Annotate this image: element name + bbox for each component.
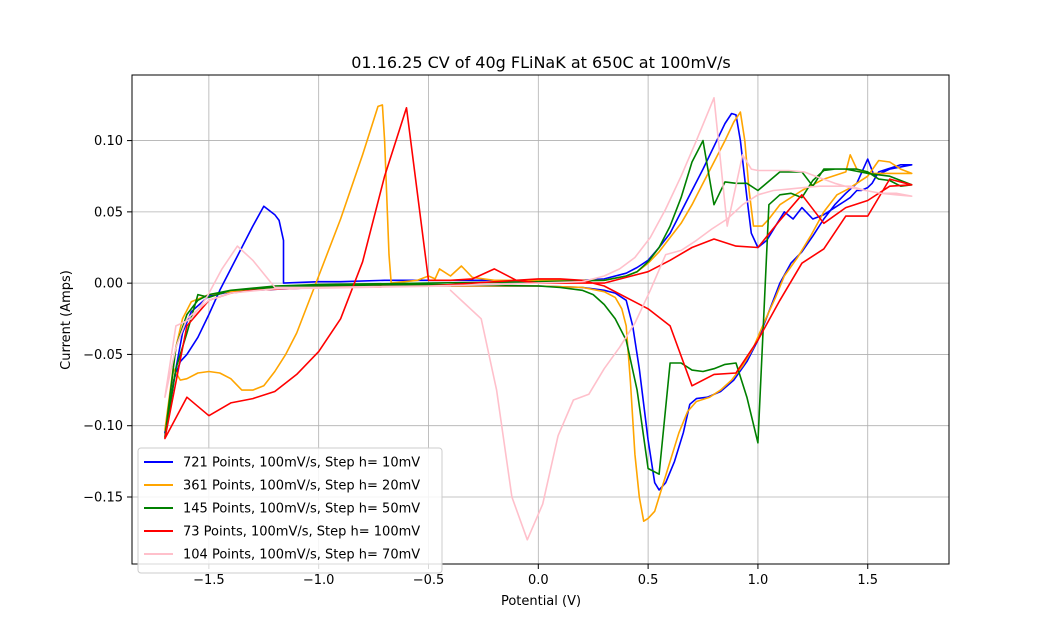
legend-label-4: 73 Points, 100mV/s, Step h= 100mV <box>183 525 420 540</box>
grid <box>132 75 949 564</box>
x-tick-label: 1.5 <box>857 573 878 588</box>
series-line-4 <box>164 107 913 440</box>
legend-label-5: 104 Points, 100mV/s, Step h= 70mV <box>183 548 420 563</box>
series-group <box>164 97 913 541</box>
y-axis-label: Current (Amps) <box>59 270 74 370</box>
series-line-5 <box>164 97 913 541</box>
plot-frame <box>131 74 950 565</box>
x-tick-label: −1.0 <box>303 573 335 588</box>
series-line-2 <box>164 104 913 522</box>
y-tick-label: −0.15 <box>83 490 123 505</box>
x-tick-label: 1.0 <box>748 573 769 588</box>
chart-title: 01.16.25 CV of 40g FLiNaK at 650C at 100… <box>351 53 730 72</box>
x-tick-label: −1.5 <box>193 573 225 588</box>
x-tick-label: 0.0 <box>528 573 549 588</box>
legend-label-2: 361 Points, 100mV/s, Step h= 20mV <box>183 479 420 494</box>
y-tick-label: −0.10 <box>83 419 123 434</box>
series-line-3 <box>164 139 913 475</box>
y-tick-label: −0.05 <box>83 348 123 363</box>
legend-label-3: 145 Points, 100mV/s, Step h= 50mV <box>183 502 420 517</box>
legend: 721 Points, 100mV/s, Step h= 10mV 361 Poi… <box>137 447 443 574</box>
x-axis-label: Potential (V) <box>501 594 581 609</box>
y-tick-label: 0.00 <box>94 277 123 292</box>
legend-label-1: 721 Points, 100mV/s, Step h= 10mV <box>183 456 420 471</box>
x-tick-label: 0.5 <box>638 573 659 588</box>
legend-box <box>137 447 443 574</box>
y-tick-label: 0.05 <box>94 205 123 220</box>
series-line-1 <box>164 112 913 491</box>
y-tick-label: 0.10 <box>94 134 123 149</box>
x-tick-label: −0.5 <box>413 573 445 588</box>
